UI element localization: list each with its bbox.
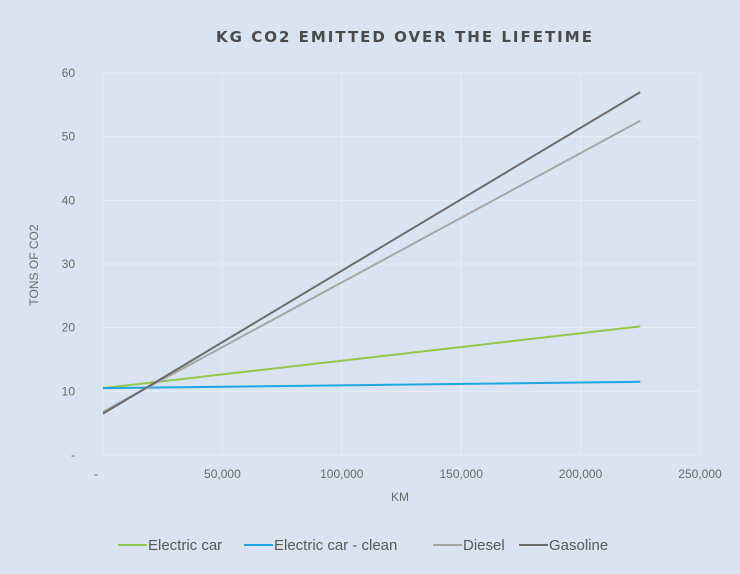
x-tick-label: 200,000 — [559, 467, 603, 481]
series-line-electric-car — [102, 325, 641, 390]
series-line-diesel — [102, 119, 641, 413]
y-tick-label: 10 — [62, 384, 76, 398]
x-tick-label: 150,000 — [440, 467, 484, 481]
y-tick-label: 30 — [62, 257, 76, 271]
y-tick-label: 50 — [62, 130, 76, 144]
legend-label-gasoline: Gasoline — [549, 537, 608, 554]
y-axis-title: TONS OF CO2 — [27, 224, 41, 305]
x-axis-title: KM — [391, 490, 409, 504]
y-tick-label: 20 — [62, 321, 76, 335]
x-tick-label: 250,000 — [678, 467, 722, 481]
series-line-gasoline — [102, 91, 641, 415]
series-lines — [102, 91, 641, 415]
y-tick-label: 40 — [62, 193, 76, 207]
y-axis-ticks: - 10 20 30 40 50 60 — [62, 66, 76, 462]
legend: Electric car Electric car - clean Diesel Ga… — [118, 537, 608, 554]
series-line-electric-car-clean — [102, 380, 641, 390]
legend-label-diesel: Diesel — [463, 537, 505, 554]
y-tick-label: - — [71, 448, 75, 462]
y-tick-label: 60 — [62, 66, 76, 80]
grid — [102, 72, 701, 456]
x-axis-ticks: - 50,000 100,000 150,000 200,000 250,000 — [94, 467, 722, 481]
x-tick-label: 50,000 — [204, 467, 241, 481]
x-tick-label: - — [94, 467, 98, 481]
chart-title: KG CO2 EMITTED OVER THE LIFETIME — [216, 28, 594, 46]
legend-label-electric-car-clean: Electric car - clean — [274, 537, 397, 554]
legend-label-electric-car: Electric car — [148, 537, 222, 554]
x-tick-label: 100,000 — [320, 467, 364, 481]
